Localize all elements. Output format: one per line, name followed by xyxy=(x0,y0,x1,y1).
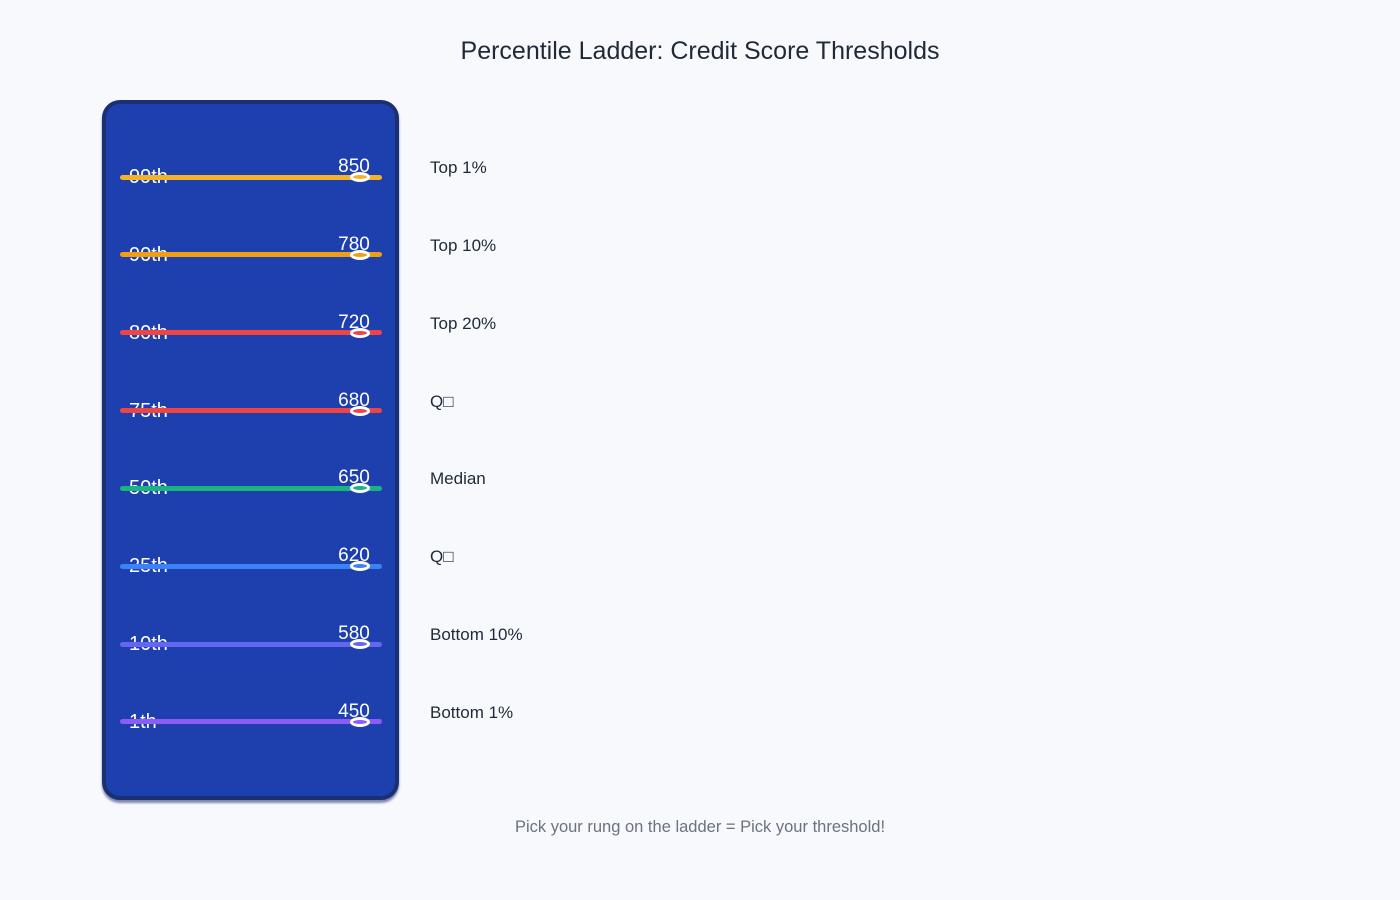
rung-knob-icon xyxy=(350,639,370,650)
score-value: 680 xyxy=(338,389,370,411)
chart-title: Percentile Ladder: Credit Score Threshol… xyxy=(460,37,940,65)
score-value: 450 xyxy=(338,700,370,722)
ladder-panel xyxy=(102,100,399,800)
category-label: Q□ xyxy=(430,547,454,567)
score-value: 620 xyxy=(338,545,370,567)
rung-line xyxy=(120,485,382,491)
category-label: Top 1% xyxy=(430,158,487,177)
rung-knob-icon xyxy=(350,483,370,494)
category-label: Top 20% xyxy=(430,313,497,333)
rung-line xyxy=(120,330,382,336)
score-value: 580 xyxy=(338,623,370,645)
score-value: 650 xyxy=(338,467,370,489)
rung-line xyxy=(120,719,382,725)
rung-line xyxy=(120,408,382,414)
category-label: Bottom 1% xyxy=(430,702,514,722)
category-label: Median xyxy=(430,469,486,489)
rung-knob-icon xyxy=(350,405,370,416)
rung-knob-icon xyxy=(350,249,370,260)
rung-knob-icon xyxy=(350,172,370,182)
rung-knob-icon xyxy=(350,561,370,572)
score-value: 780 xyxy=(338,233,370,255)
rung-line xyxy=(120,252,382,258)
rung-knob-icon xyxy=(350,716,370,727)
chart-caption: Pick your rung on the ladder = Pick your… xyxy=(514,818,886,836)
rung-line xyxy=(120,174,382,180)
category-label: Q□ xyxy=(430,391,454,411)
category-label: Bottom 10% xyxy=(430,625,523,645)
rung-line xyxy=(120,563,382,569)
rung-line xyxy=(120,641,382,647)
rung-knob-icon xyxy=(350,327,370,338)
score-value: 850 xyxy=(338,156,370,177)
score-value: 720 xyxy=(338,311,370,333)
category-label: Top 10% xyxy=(430,235,497,255)
